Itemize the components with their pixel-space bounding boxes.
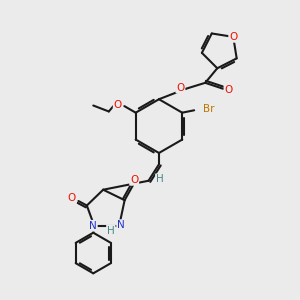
Text: N: N xyxy=(117,220,125,230)
Text: H: H xyxy=(156,174,164,184)
Text: H: H xyxy=(107,226,115,236)
Text: O: O xyxy=(114,100,122,110)
Text: O: O xyxy=(176,82,184,93)
Text: O: O xyxy=(224,85,233,95)
Text: O: O xyxy=(229,32,237,42)
Text: O: O xyxy=(130,175,138,185)
Text: O: O xyxy=(68,193,76,203)
Text: Br: Br xyxy=(203,104,214,114)
Text: N: N xyxy=(89,221,97,231)
